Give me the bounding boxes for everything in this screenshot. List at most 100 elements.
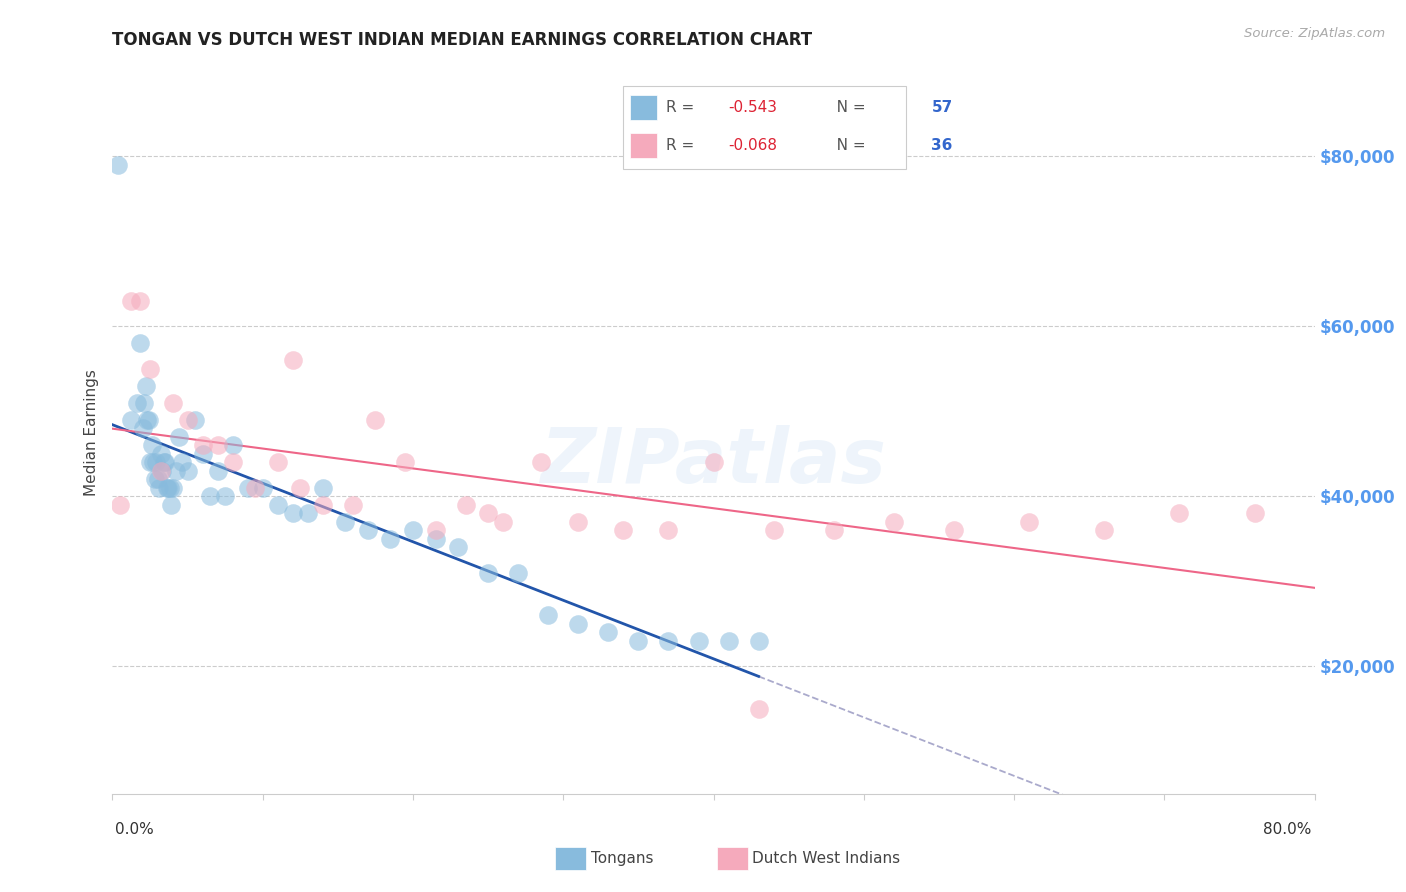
Point [477,507,499,521]
Point [152,455,174,469]
Point [245,481,267,495]
Point [657,524,679,538]
Point [128,336,150,351]
Point [207,464,229,478]
Point [717,633,740,648]
Point [342,498,364,512]
Point [142,455,165,469]
Point [160,498,183,512]
Point [1092,524,1115,538]
Text: 57: 57 [931,100,953,115]
Point [131,421,153,435]
Point [748,702,770,716]
Point [167,430,190,444]
Y-axis label: Median Earnings: Median Earnings [84,369,100,496]
Point [138,413,160,427]
Point [688,633,710,648]
Point [312,498,335,512]
Point [214,489,236,503]
Text: N =: N = [823,100,870,115]
Point [312,481,335,495]
Point [170,455,193,469]
Point [335,515,357,529]
Point [157,481,180,495]
Point [612,524,634,538]
Point [748,633,770,648]
Point [155,481,177,495]
Point [135,379,157,393]
Point [149,447,172,461]
Text: 0.0%: 0.0% [115,822,155,838]
Text: Tongans: Tongans [591,851,652,865]
FancyBboxPatch shape [623,86,905,169]
Text: Source: ZipAtlas.com: Source: ZipAtlas.com [1244,27,1385,40]
Text: N =: N = [823,138,870,153]
Point [657,633,679,648]
Text: 80.0%: 80.0% [1264,822,1312,838]
Point [162,481,184,495]
Point [883,515,905,529]
Point [146,472,169,486]
Point [1018,515,1040,529]
Point [598,625,620,640]
Point [125,396,148,410]
Point [762,524,785,538]
Point [139,362,162,376]
Point [942,524,965,538]
Point [149,464,172,478]
Point [702,455,725,469]
Point [207,438,229,452]
Text: -0.543: -0.543 [728,100,778,115]
Point [281,507,304,521]
Point [143,472,166,486]
Point [236,481,259,495]
Point [162,396,184,410]
FancyBboxPatch shape [630,95,657,120]
Point [567,616,589,631]
Point [281,353,304,368]
Point [184,413,207,427]
Point [297,507,319,521]
Point [191,438,214,452]
Text: Dutch West Indians: Dutch West Indians [752,851,900,865]
Point [380,532,402,546]
Text: R =: R = [666,138,699,153]
Point [394,455,416,469]
Point [267,455,290,469]
Text: 36: 36 [931,138,953,153]
Text: -0.068: -0.068 [728,138,778,153]
Point [150,464,173,478]
Point [627,633,650,648]
Point [267,498,290,512]
Point [132,396,155,410]
Point [159,481,181,495]
FancyBboxPatch shape [630,133,657,158]
Point [364,413,387,427]
Point [176,464,198,478]
Point [107,158,129,172]
Point [120,293,142,308]
Text: ZIPatlas: ZIPatlas [540,425,887,499]
Point [492,515,515,529]
Point [402,524,425,538]
Point [1243,507,1265,521]
Point [191,447,214,461]
Point [128,293,150,308]
Point [145,455,167,469]
Point [136,413,159,427]
Point [357,524,380,538]
Point [165,464,187,478]
Point [108,498,131,512]
Point [222,455,245,469]
Point [120,413,142,427]
Point [198,489,221,503]
Point [567,515,589,529]
Point [252,481,274,495]
Point [425,524,447,538]
Text: R =: R = [666,100,699,115]
Text: TONGAN VS DUTCH WEST INDIAN MEDIAN EARNINGS CORRELATION CHART: TONGAN VS DUTCH WEST INDIAN MEDIAN EARNI… [112,31,813,49]
Point [222,438,245,452]
Point [477,566,499,580]
Point [176,413,198,427]
Point [537,608,560,623]
